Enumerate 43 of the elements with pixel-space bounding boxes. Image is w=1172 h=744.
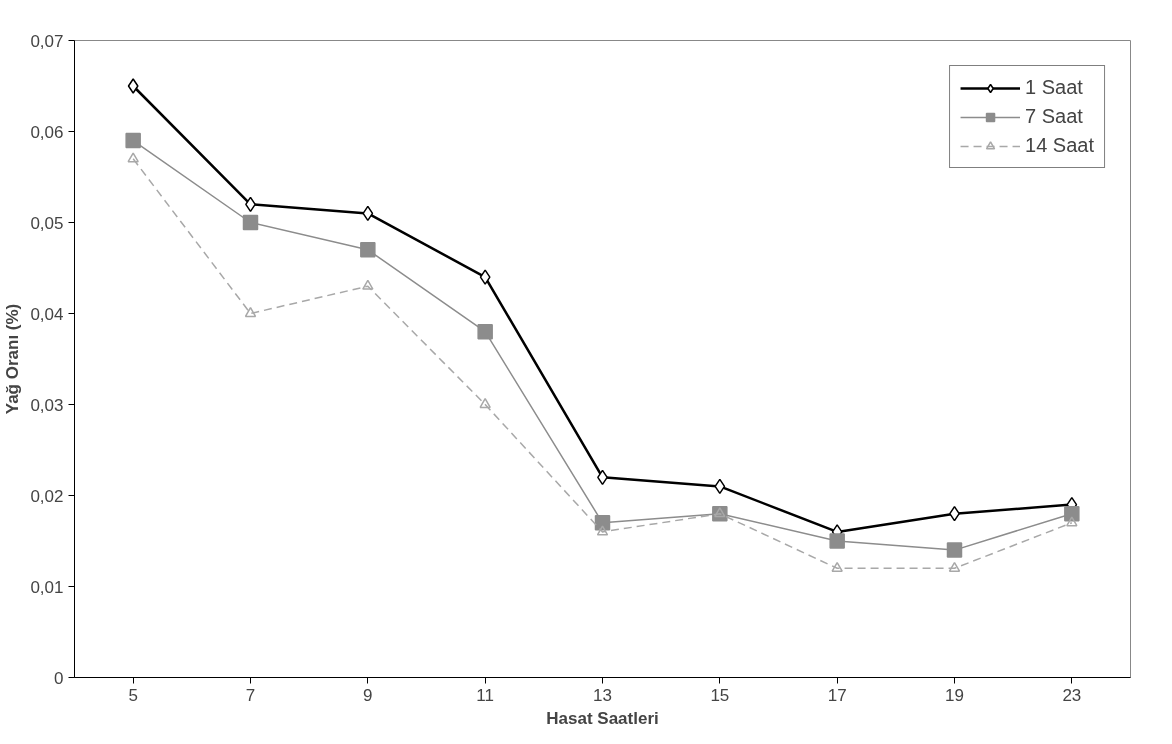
point [829,533,845,549]
x-tick-label: 7 [245,685,256,705]
point [479,269,491,285]
x-tick-label: 9 [363,685,373,705]
point [1066,516,1078,527]
x-tick-label: 17 [827,685,847,705]
point [948,561,961,572]
y-tick-label: 0,03 [30,395,64,415]
point [125,132,141,149]
y-tick-label: 0,02 [30,486,64,506]
legend-label: 1 Saat [1025,76,1083,99]
point [242,214,259,231]
legend-label: 14 Saat [1025,134,1094,157]
x-tick-label: 15 [710,685,730,705]
x-tick-label: 5 [128,685,138,705]
point [127,152,139,163]
point [596,525,609,536]
y-axis-title: Yağ Oranı (%) [3,303,23,415]
point [477,323,493,340]
y-tick-label: 0,01 [30,577,64,597]
x-tick-label: 19 [945,685,964,705]
point [479,397,491,409]
y-tick-label: 0,04 [30,304,64,324]
y-tick-label: 0,06 [30,122,64,142]
legend-label: 7 Saat [1025,105,1083,128]
point [594,515,611,531]
point [360,242,376,258]
point [362,279,374,290]
point [127,78,139,94]
y-tick-label: 0 [54,668,64,688]
y-tick-label: 0,07 [30,31,64,51]
point [714,478,726,495]
point [244,306,257,318]
point [831,561,843,572]
y-tick-label: 0,05 [30,213,64,233]
x-tick-label: 11 [476,685,494,705]
point [714,507,726,518]
x-axis-title: Hasat Saatleri [546,708,659,728]
point [1064,505,1080,522]
x-tick-label: 23 [1062,685,1082,705]
point [946,542,963,558]
point [362,205,374,222]
x-tick-label: 13 [593,685,612,705]
